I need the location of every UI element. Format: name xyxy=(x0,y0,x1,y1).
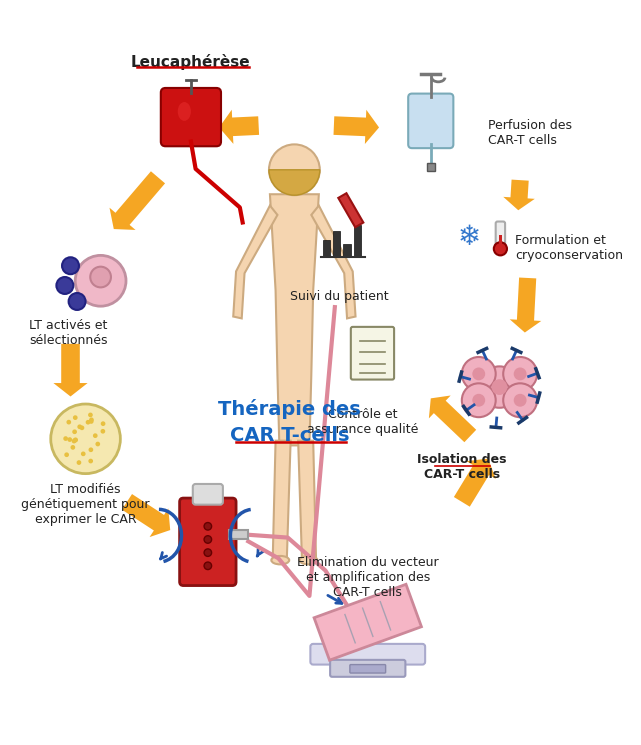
Polygon shape xyxy=(314,584,421,660)
Polygon shape xyxy=(510,278,541,332)
Ellipse shape xyxy=(178,102,191,121)
FancyBboxPatch shape xyxy=(354,225,361,257)
FancyBboxPatch shape xyxy=(350,665,386,673)
Text: ❄: ❄ xyxy=(458,223,481,250)
Circle shape xyxy=(73,438,78,443)
Ellipse shape xyxy=(271,556,289,565)
FancyBboxPatch shape xyxy=(179,498,236,586)
Circle shape xyxy=(472,394,485,407)
Polygon shape xyxy=(219,110,259,144)
Circle shape xyxy=(69,293,85,310)
Circle shape xyxy=(513,394,526,407)
Circle shape xyxy=(71,445,75,450)
Polygon shape xyxy=(503,180,535,210)
Polygon shape xyxy=(333,110,379,144)
Circle shape xyxy=(72,429,77,434)
Circle shape xyxy=(67,437,72,442)
Polygon shape xyxy=(110,171,165,230)
Circle shape xyxy=(67,419,71,425)
Text: LT modifiés
génétiquement pour
exprimer le CAR: LT modifiés génétiquement pour exprimer … xyxy=(21,483,150,526)
Text: LT activés et
sélectionnés: LT activés et sélectionnés xyxy=(29,320,108,347)
Text: Formulation et
cryoconservation: Formulation et cryoconservation xyxy=(515,234,624,261)
Circle shape xyxy=(76,460,81,465)
Polygon shape xyxy=(298,441,316,558)
Polygon shape xyxy=(233,206,278,318)
Wedge shape xyxy=(269,170,320,195)
FancyBboxPatch shape xyxy=(427,163,435,171)
FancyBboxPatch shape xyxy=(310,644,425,665)
Circle shape xyxy=(78,425,82,429)
Circle shape xyxy=(75,256,126,306)
Circle shape xyxy=(479,367,520,408)
FancyBboxPatch shape xyxy=(330,660,405,676)
Circle shape xyxy=(79,425,85,430)
Circle shape xyxy=(63,437,68,441)
Circle shape xyxy=(86,420,90,425)
Circle shape xyxy=(204,562,212,570)
FancyBboxPatch shape xyxy=(351,327,394,379)
Circle shape xyxy=(472,367,485,381)
Polygon shape xyxy=(312,206,356,318)
Circle shape xyxy=(204,536,212,543)
Circle shape xyxy=(88,448,93,452)
Circle shape xyxy=(89,417,94,422)
Text: Isolation des
CAR-T cells: Isolation des CAR-T cells xyxy=(417,453,506,481)
FancyBboxPatch shape xyxy=(408,94,453,148)
Circle shape xyxy=(72,439,76,443)
FancyBboxPatch shape xyxy=(322,241,330,257)
Circle shape xyxy=(62,257,79,274)
Circle shape xyxy=(494,242,507,256)
FancyBboxPatch shape xyxy=(333,231,340,257)
Circle shape xyxy=(56,277,73,294)
Circle shape xyxy=(204,549,212,557)
Polygon shape xyxy=(53,343,88,396)
Polygon shape xyxy=(338,193,363,227)
Polygon shape xyxy=(273,441,290,558)
Circle shape xyxy=(81,451,86,456)
FancyBboxPatch shape xyxy=(193,484,223,504)
Circle shape xyxy=(503,357,537,391)
FancyBboxPatch shape xyxy=(161,88,221,146)
Text: Thérapie des
CAR T-cells: Thérapie des CAR T-cells xyxy=(219,399,361,445)
Circle shape xyxy=(90,267,111,288)
Text: Leucaphérèse: Leucaphérèse xyxy=(131,54,251,69)
Circle shape xyxy=(64,452,69,457)
FancyBboxPatch shape xyxy=(229,530,248,539)
Text: Elimination du vecteur
et amplification des
CAR-T cells: Elimination du vecteur et amplification … xyxy=(297,556,438,598)
Circle shape xyxy=(88,413,93,417)
Circle shape xyxy=(462,384,495,417)
FancyBboxPatch shape xyxy=(495,221,505,250)
Circle shape xyxy=(513,367,526,381)
Circle shape xyxy=(269,145,320,195)
Circle shape xyxy=(73,437,78,443)
Circle shape xyxy=(462,357,495,391)
FancyBboxPatch shape xyxy=(499,235,502,248)
Circle shape xyxy=(204,522,212,530)
Circle shape xyxy=(89,419,94,424)
Circle shape xyxy=(88,459,93,463)
Polygon shape xyxy=(454,459,495,507)
Text: Contrôle et
assurance qualité: Contrôle et assurance qualité xyxy=(308,408,419,436)
Circle shape xyxy=(492,379,507,395)
Polygon shape xyxy=(122,494,171,537)
Circle shape xyxy=(51,404,121,474)
Circle shape xyxy=(73,415,78,420)
FancyBboxPatch shape xyxy=(344,244,351,257)
Ellipse shape xyxy=(299,556,317,565)
Circle shape xyxy=(101,429,105,434)
Circle shape xyxy=(503,384,537,417)
Polygon shape xyxy=(270,194,319,446)
Text: Perfusion des
CAR-T cells: Perfusion des CAR-T cells xyxy=(488,119,572,147)
Text: Suivi du patient: Suivi du patient xyxy=(290,291,389,303)
Circle shape xyxy=(96,442,100,446)
Polygon shape xyxy=(429,396,476,443)
Circle shape xyxy=(101,422,105,426)
Circle shape xyxy=(93,434,97,438)
